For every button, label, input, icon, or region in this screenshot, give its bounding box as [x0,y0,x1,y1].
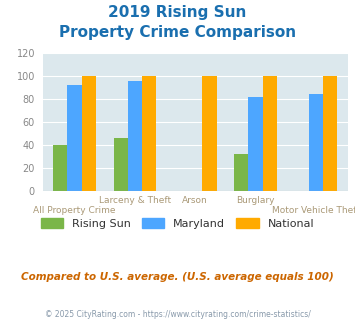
Bar [128,81,142,191]
Text: Arson: Arson [182,196,208,205]
Text: Larceny & Theft: Larceny & Theft [99,196,171,205]
Bar [263,76,277,191]
Bar [234,154,248,191]
Bar [53,145,67,191]
Text: 2019 Rising Sun: 2019 Rising Sun [108,5,247,20]
Text: Compared to U.S. average. (U.S. average equals 100): Compared to U.S. average. (U.S. average … [21,272,334,282]
Bar [248,97,263,191]
Bar [114,138,128,191]
Text: All Property Crime: All Property Crime [33,206,116,215]
Bar [323,76,337,191]
Text: © 2025 CityRating.com - https://www.cityrating.com/crime-statistics/: © 2025 CityRating.com - https://www.city… [45,310,310,319]
Bar [142,76,156,191]
Bar [309,94,323,191]
Bar [67,85,82,191]
Text: Burglary: Burglary [236,196,275,205]
Legend: Rising Sun, Maryland, National: Rising Sun, Maryland, National [37,214,318,233]
Bar [82,76,96,191]
Bar [202,76,217,191]
Text: Property Crime Comparison: Property Crime Comparison [59,25,296,40]
Text: Motor Vehicle Theft: Motor Vehicle Theft [272,206,355,215]
